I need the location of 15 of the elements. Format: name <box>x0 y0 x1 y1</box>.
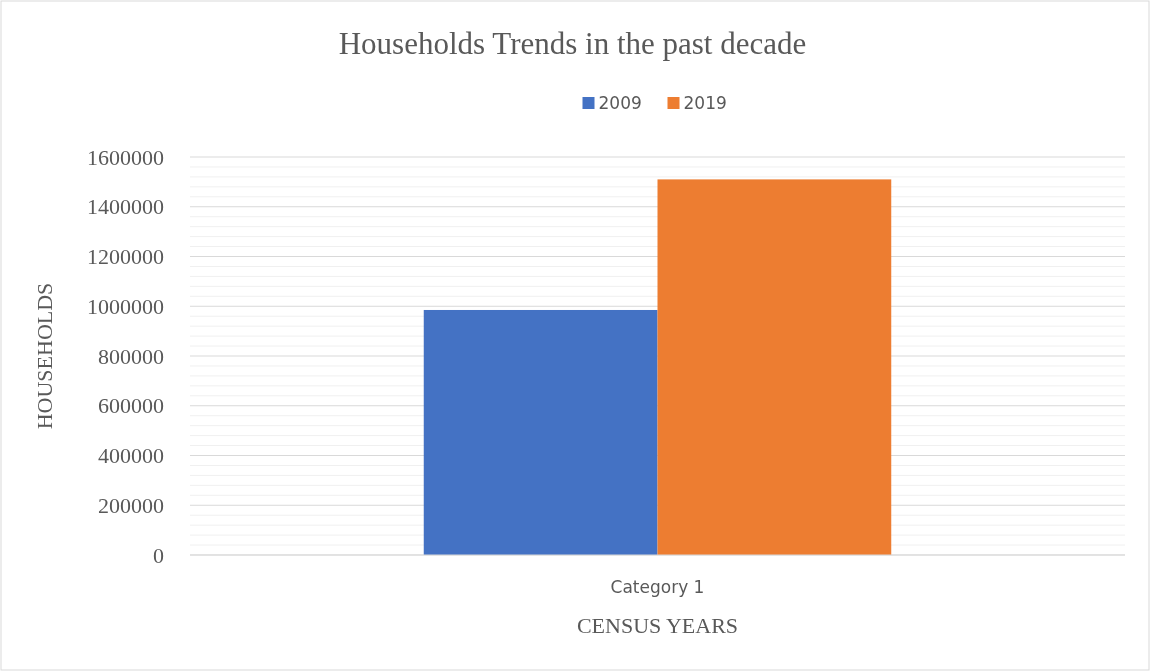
y-tick-label: 1400000 <box>87 194 164 220</box>
chart-title: Households Trends in the past decade <box>338 26 807 61</box>
y-tick-label: 400000 <box>98 443 164 469</box>
y-tick-label: 200000 <box>98 492 164 518</box>
y-tick-label: 1200000 <box>87 244 164 270</box>
legend-label: 2019 <box>683 92 727 113</box>
x-axis-title: CENSUS YEARS <box>576 613 739 638</box>
legend-label: 2009 <box>598 92 642 113</box>
y-tick-label: 600000 <box>98 393 164 419</box>
y-axis-title: HOUSEHOLDS <box>32 282 57 430</box>
x-tick-label: Category 1 <box>610 577 705 597</box>
y-tick-label: 1600000 <box>87 144 164 170</box>
y-tick-label: 800000 <box>98 343 164 369</box>
y-tick-label: 1000000 <box>87 293 164 319</box>
y-tick-label: 0 <box>153 542 164 568</box>
